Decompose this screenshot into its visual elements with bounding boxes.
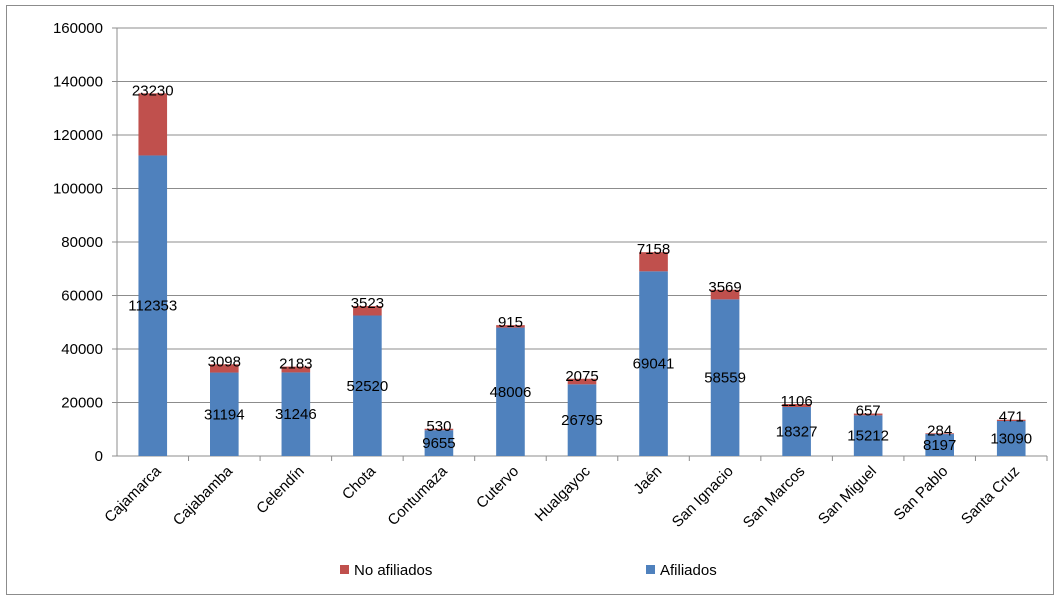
bar-no-afiliados-8: [710, 289, 740, 300]
x-tick-label-6: Hualgayoc: [532, 462, 594, 524]
bar-no-afiliados-7: [639, 252, 668, 272]
bar-no-afiliados-2: [281, 366, 311, 373]
bar-afiliados-6: [567, 384, 597, 456]
x-tick-label-12: Santa Cruz: [958, 463, 1023, 528]
x-tick-label-4: Contumaza: [384, 462, 451, 529]
data-label-afiliados-5: 48006: [490, 384, 532, 401]
data-label-no-afiliados-11: 284: [927, 422, 952, 439]
x-tick-label-9: San Marcos: [740, 463, 809, 532]
data-label-afiliados-7: 69041: [633, 356, 675, 373]
legend-label-0: No afiliados: [354, 562, 432, 579]
x-tick-label-11: San Pablo: [891, 463, 952, 524]
y-tick-label-8: 160000: [53, 20, 103, 37]
data-label-no-afiliados-3: 3523: [351, 295, 384, 312]
bar-no-afiliados-1: [210, 364, 239, 373]
y-tick-label-6: 120000: [53, 127, 103, 144]
legend-label-1: Afiliados: [660, 562, 717, 579]
y-tick-label-0: 0: [95, 448, 103, 465]
y-tick-label-2: 40000: [61, 341, 103, 358]
bar-afiliados-11: [925, 434, 954, 456]
bar-afiliados-12: [996, 420, 1026, 456]
data-label-no-afiliados-5: 915: [498, 314, 523, 331]
bar-afiliados-7: [639, 271, 668, 456]
legend-swatch-0: [340, 565, 349, 574]
x-tick-label-2: Celendín: [253, 463, 307, 517]
data-label-afiliados-9: 18327: [776, 423, 818, 440]
data-label-no-afiliados-6: 2075: [565, 368, 598, 385]
data-label-afiliados-12: 13090: [990, 430, 1032, 447]
data-label-no-afiliados-4: 530: [426, 418, 451, 435]
data-label-afiliados-8: 58559: [704, 370, 746, 387]
y-tick-label-7: 140000: [53, 74, 103, 91]
chart-frame: [6, 5, 1054, 595]
y-tick-label-3: 60000: [61, 288, 103, 305]
data-label-afiliados-10: 15212: [847, 428, 889, 445]
x-tick-label-3: Chota: [339, 462, 380, 503]
bar-afiliados-0: [138, 155, 168, 456]
bar-no-afiliados-0: [138, 93, 168, 156]
data-label-afiliados-0: 112353: [128, 298, 177, 315]
bar-no-afiliados-11: [925, 433, 954, 435]
bar-afiliados-10: [853, 415, 883, 456]
data-label-no-afiliados-12: 471: [999, 409, 1024, 426]
bar-afiliados-4: [424, 430, 454, 456]
data-label-afiliados-2: 31246: [275, 406, 317, 423]
bar-no-afiliados-9: [782, 404, 811, 407]
x-tick-label-0: Cajamarca: [101, 462, 165, 526]
y-tick-label-5: 100000: [53, 181, 103, 198]
legend-swatch-1: [646, 565, 655, 574]
y-tick-label-4: 80000: [61, 234, 103, 251]
bar-no-afiliados-3: [353, 306, 382, 316]
x-tick-label-7: Jaén: [630, 463, 665, 498]
data-label-afiliados-4: 9655: [422, 435, 455, 452]
data-label-afiliados-6: 26795: [561, 412, 603, 429]
data-label-no-afiliados-10: 657: [856, 403, 881, 420]
data-label-afiliados-3: 52520: [347, 378, 389, 395]
bar-no-afiliados-12: [996, 419, 1026, 421]
bar-afiliados-3: [353, 315, 382, 456]
data-label-afiliados-11: 8197: [923, 437, 956, 454]
x-tick-label-5: Cutervo: [473, 463, 522, 512]
bar-no-afiliados-4: [424, 428, 454, 431]
x-tick-label-8: San Ignacio: [669, 463, 737, 531]
bar-afiliados-8: [710, 299, 740, 456]
bar-afiliados-1: [210, 372, 239, 456]
bar-no-afiliados-6: [567, 378, 597, 385]
bar-afiliados-5: [496, 327, 525, 456]
bar-afiliados-9: [782, 406, 811, 456]
x-tick-label-10: San Miguel: [815, 463, 880, 528]
data-label-no-afiliados-2: 2183: [279, 356, 312, 373]
x-tick-label-1: Cajabamba: [170, 462, 237, 529]
bar-no-afiliados-5: [496, 325, 525, 328]
data-label-no-afiliados-0: 23230: [132, 82, 174, 99]
data-label-no-afiliados-9: 1106: [780, 393, 812, 410]
data-label-no-afiliados-1: 3098: [208, 353, 241, 370]
data-label-afiliados-1: 31194: [204, 406, 245, 423]
bar-afiliados-2: [281, 372, 311, 456]
y-tick-label-1: 20000: [61, 395, 103, 412]
data-label-no-afiliados-7: 7158: [637, 241, 670, 258]
data-label-no-afiliados-8: 3569: [708, 279, 741, 296]
bar-no-afiliados-10: [853, 413, 883, 416]
